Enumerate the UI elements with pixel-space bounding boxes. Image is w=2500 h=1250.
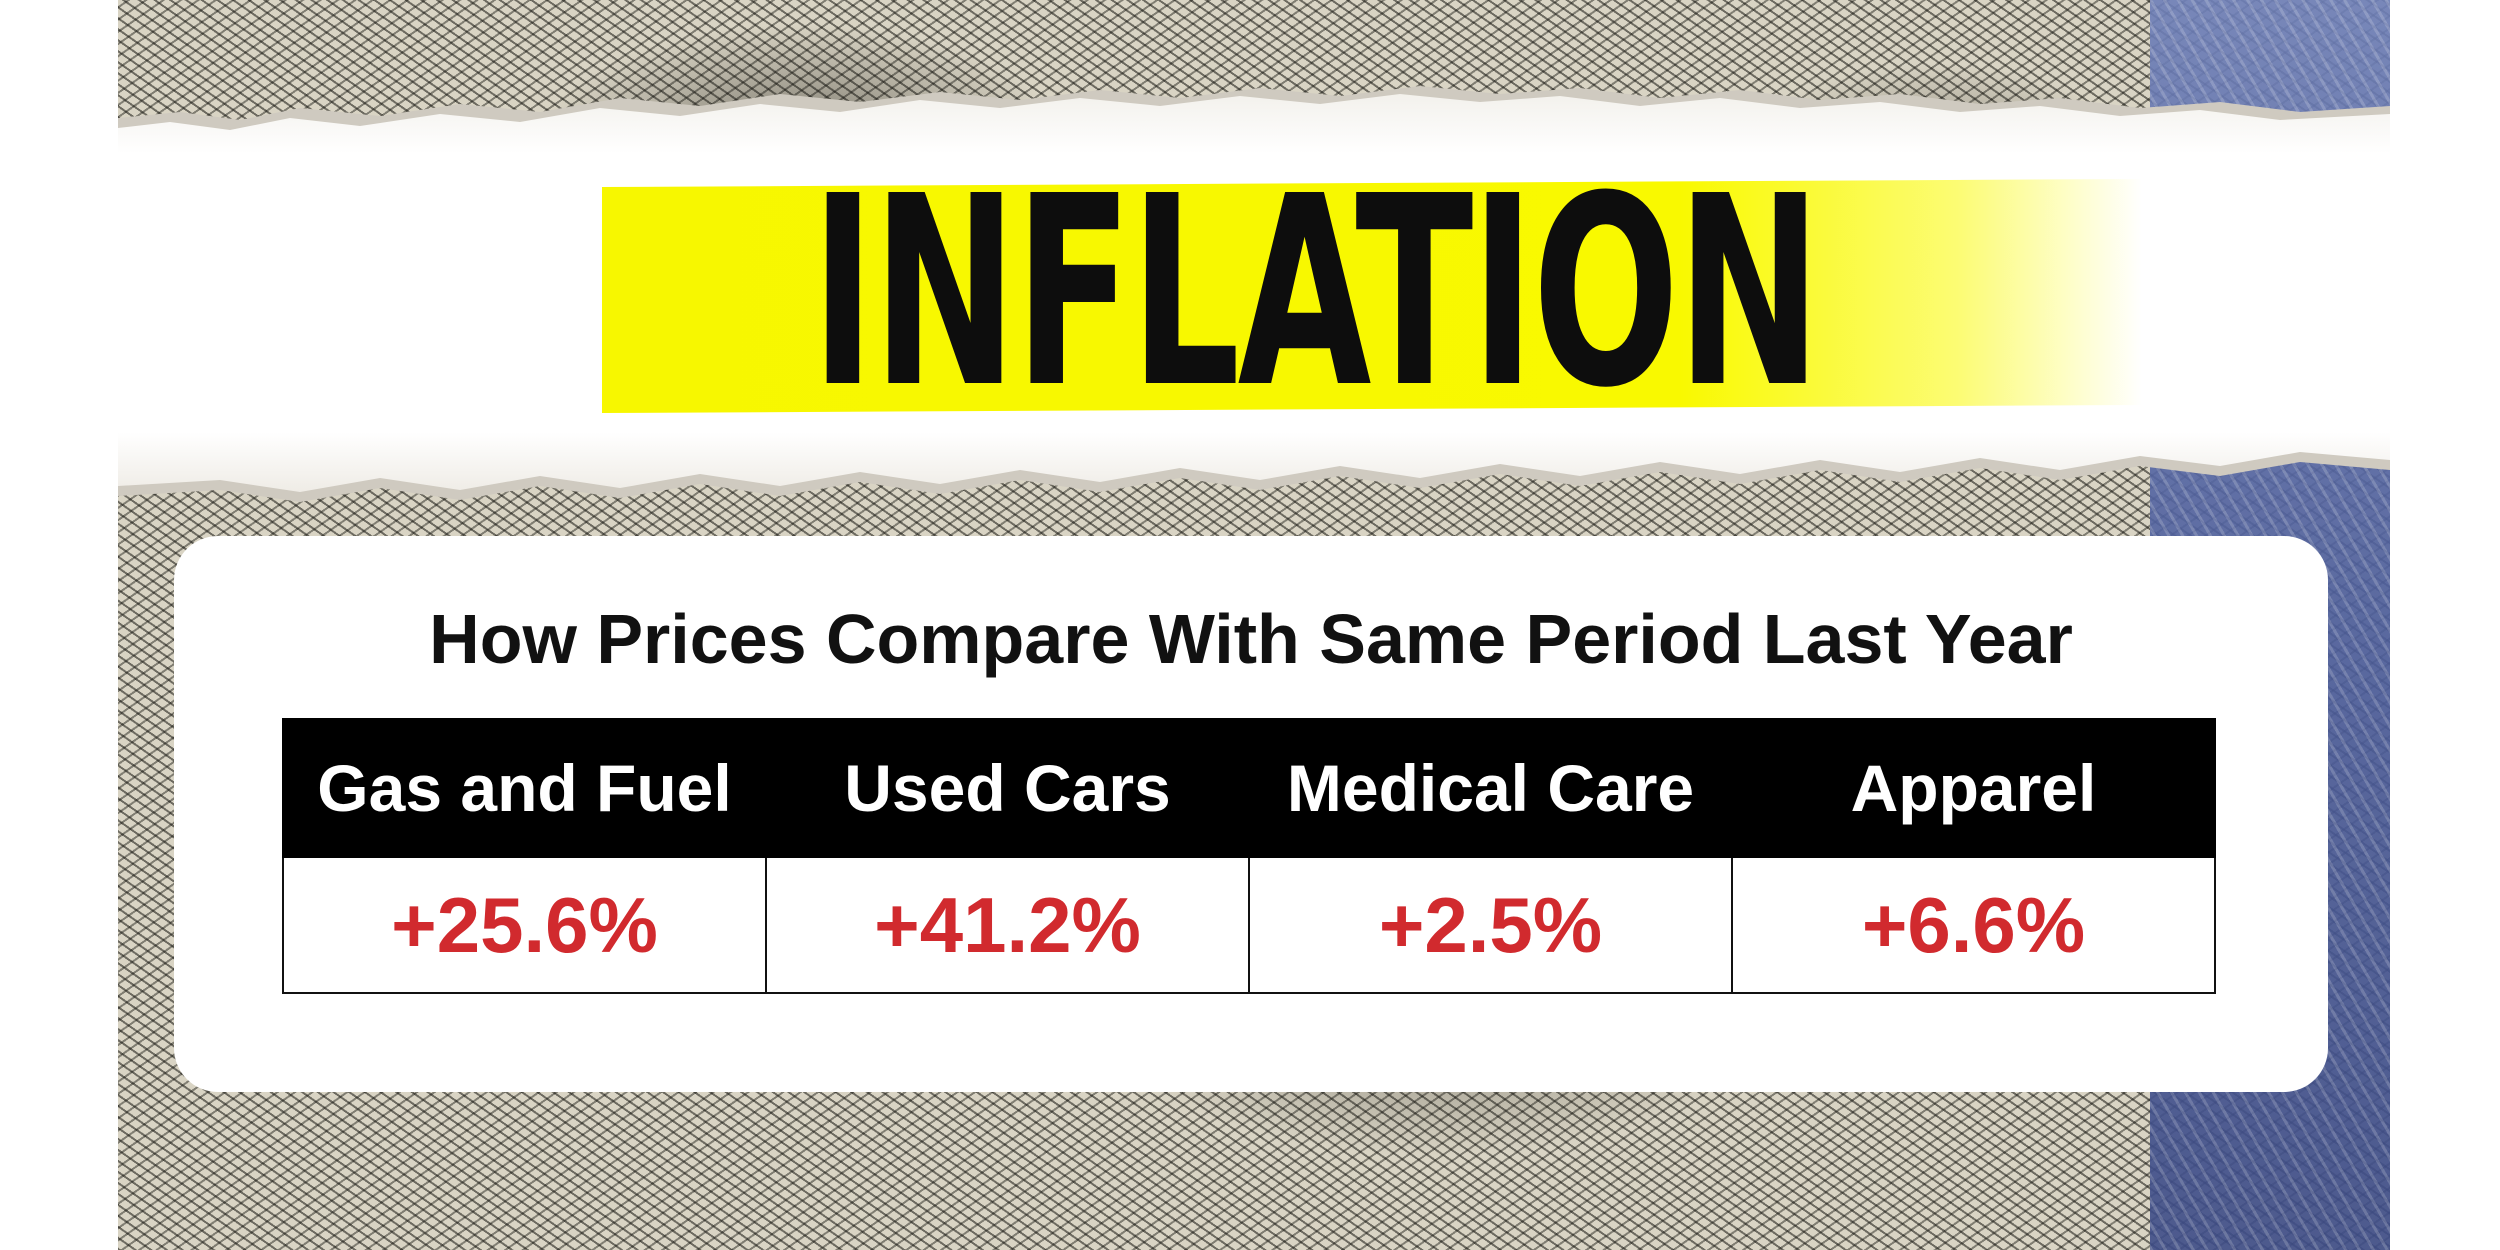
table-value-row: +25.6% +41.2% +2.5% +6.6% [282, 856, 2216, 994]
price-comparison-card: How Prices Compare With Same Period Last… [174, 536, 2328, 1092]
value-medical-care: +2.5% [1248, 856, 1733, 994]
header-used-cars: Used Cars [765, 718, 1250, 858]
card-title: How Prices Compare With Same Period Last… [429, 600, 2073, 678]
value-apparel: +6.6% [1731, 856, 2216, 994]
header-apparel: Apparel [1731, 718, 2216, 858]
header-medical-care: Medical Care [1248, 718, 1733, 858]
table-header-row: Gas and Fuel Used Cars Medical Care Appa… [282, 718, 2216, 858]
headline: INFLATION [810, 140, 1822, 445]
value-gas-and-fuel: +25.6% [282, 856, 767, 994]
header-gas-and-fuel: Gas and Fuel [282, 718, 767, 858]
price-change-table: Gas and Fuel Used Cars Medical Care Appa… [282, 718, 2216, 994]
value-used-cars: +41.2% [765, 856, 1250, 994]
